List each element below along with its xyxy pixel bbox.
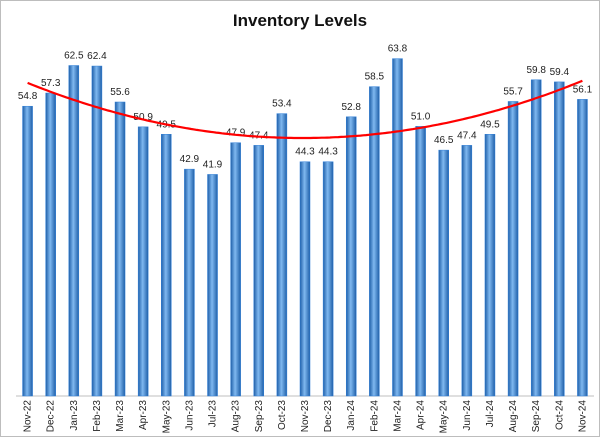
bar xyxy=(45,92,56,397)
x-tick-label: Feb-23 xyxy=(92,400,103,432)
x-tick-label: May-23 xyxy=(161,400,172,434)
x-tick-label: Dec-22 xyxy=(46,400,57,433)
bar xyxy=(137,126,149,397)
value-label: 54.8 xyxy=(18,91,38,102)
bar xyxy=(184,168,195,397)
x-tick-label: Aug-24 xyxy=(508,400,519,433)
x-tick-label: Oct-24 xyxy=(554,400,565,430)
bar xyxy=(438,149,449,397)
bar xyxy=(554,81,565,397)
x-tick-label: Jul-23 xyxy=(208,400,219,428)
x-tick-label: Nov-23 xyxy=(300,400,311,433)
bar xyxy=(345,116,357,397)
value-label: 51.0 xyxy=(411,111,431,122)
value-label: 63.8 xyxy=(388,44,408,55)
value-label: 57.3 xyxy=(41,78,61,89)
value-label: 49.5 xyxy=(480,119,500,130)
x-tick-label: Mar-23 xyxy=(115,400,126,432)
bar xyxy=(207,174,218,397)
value-label: 59.4 xyxy=(550,67,570,78)
bar xyxy=(253,145,265,397)
bar xyxy=(114,101,126,397)
x-tick-label: Sep-24 xyxy=(531,400,542,433)
x-tick-label: May-24 xyxy=(439,400,450,434)
bar xyxy=(230,142,241,397)
x-tick-label: Apr-23 xyxy=(138,400,149,430)
value-label: 58.5 xyxy=(365,72,385,83)
x-tick-label: Jan-23 xyxy=(69,400,80,431)
x-tick-label: Nov-22 xyxy=(23,400,34,433)
x-tick-label: Feb-24 xyxy=(369,400,380,432)
value-label: 53.4 xyxy=(272,99,292,110)
value-label: 50.9 xyxy=(133,112,153,123)
value-label: 42.9 xyxy=(180,154,200,165)
x-tick-label: Mar-24 xyxy=(392,400,403,432)
bar xyxy=(276,113,288,397)
value-label: 46.5 xyxy=(434,135,454,146)
value-label: 59.8 xyxy=(526,65,546,76)
bar xyxy=(577,99,588,397)
value-label: 47.9 xyxy=(226,128,246,139)
value-label: 41.9 xyxy=(203,159,223,170)
bar xyxy=(22,105,33,397)
bar xyxy=(91,65,103,397)
bar xyxy=(161,134,172,397)
value-label: 62.4 xyxy=(87,51,107,62)
x-tick-label: Nov-24 xyxy=(577,400,588,433)
value-label: 52.8 xyxy=(342,102,362,113)
value-label: 44.3 xyxy=(295,147,315,158)
x-tick-label: Sep-23 xyxy=(254,400,265,433)
x-tick-label: Oct-23 xyxy=(277,400,288,430)
bar xyxy=(68,65,80,397)
chart-title: Inventory Levels xyxy=(233,11,367,30)
value-label: 44.3 xyxy=(318,147,338,158)
bar xyxy=(507,101,519,397)
x-tick-label: Jan-24 xyxy=(346,400,357,431)
bar xyxy=(484,134,496,397)
trendline xyxy=(27,79,583,140)
bar xyxy=(392,58,403,397)
x-tick-label: Aug-23 xyxy=(231,400,242,433)
x-tick-label: Jun-23 xyxy=(184,400,195,431)
bar xyxy=(369,86,380,397)
bar xyxy=(461,145,473,397)
bar xyxy=(299,161,311,397)
x-tick-label: Dec-23 xyxy=(323,400,334,433)
x-tick-label: Jul-24 xyxy=(485,400,496,428)
value-label: 56.1 xyxy=(573,84,593,95)
bar xyxy=(530,79,542,397)
value-label: 62.5 xyxy=(64,51,84,62)
value-label: 47.4 xyxy=(457,130,477,141)
value-label: 55.7 xyxy=(503,86,523,97)
bar xyxy=(322,161,334,397)
bar xyxy=(415,126,426,397)
value-label: 55.6 xyxy=(110,87,130,98)
x-tick-label: Jun-24 xyxy=(462,400,473,431)
x-tick-label: Apr-24 xyxy=(416,400,427,430)
